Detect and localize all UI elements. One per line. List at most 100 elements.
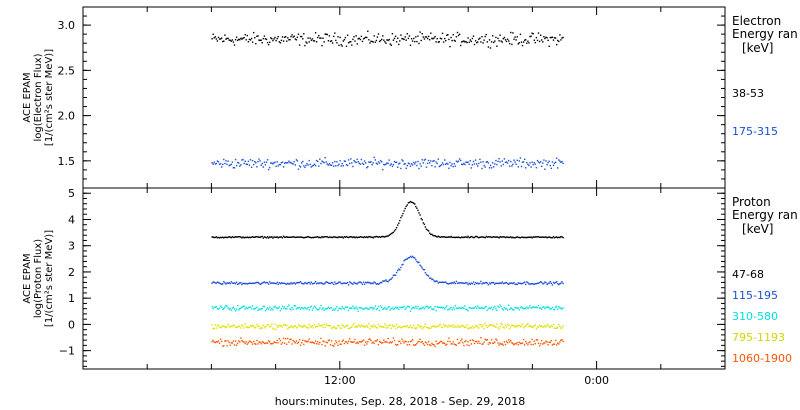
data-point [405,258,407,260]
data-point [506,282,509,285]
data-point [329,282,332,285]
data-point [317,160,319,163]
data-point [518,236,520,239]
data-point [558,236,560,238]
data-point [534,236,536,238]
data-point [470,282,472,284]
data-point [406,324,408,327]
data-point [421,328,423,330]
data-point [495,36,497,39]
data-point [535,167,538,169]
data-point [501,343,503,345]
data-point [228,282,230,284]
data-point [374,236,376,238]
data-point [238,38,240,40]
data-point [390,327,392,329]
data-point [247,342,250,344]
data-point [484,338,486,340]
data-point [353,341,355,343]
data-point [358,341,360,343]
data-point [325,323,327,326]
data-point [487,325,490,327]
data-point [466,161,468,164]
data-point [314,236,317,238]
data-point [445,40,447,42]
data-point [340,165,342,167]
data-point [262,237,264,239]
data-point [339,327,341,329]
data-point [319,37,321,39]
data-point [446,236,448,238]
data-point [308,281,310,284]
data-point [470,167,472,169]
data-point [379,39,382,42]
data-point [517,344,519,346]
data-point [381,235,383,238]
data-point [442,306,445,309]
data-point [253,308,255,310]
data-point [421,267,423,269]
data-point [420,341,422,343]
data-point [538,281,541,284]
data-point [327,236,330,239]
data-point [556,344,558,346]
data-point [278,41,280,43]
data-point [488,323,491,326]
data-point [439,306,442,309]
data-point [227,340,229,342]
data-point [561,339,563,341]
data-point [280,162,283,164]
data-point [549,236,551,239]
data-point [433,308,435,310]
data-point [560,327,562,329]
data-point [407,202,410,204]
data-point [233,236,236,238]
data-point [243,341,245,343]
data-point [426,305,429,308]
data-point [358,236,360,238]
data-point [298,165,301,167]
data-point [520,236,523,238]
data-point [303,325,305,327]
data-point [393,308,396,310]
data-point [232,340,235,342]
data-point [223,237,225,239]
data-point [401,306,403,308]
data-point [514,306,516,309]
data-point [372,282,374,285]
data-point [383,326,385,328]
data-point [244,342,246,345]
data-point [245,163,247,165]
data-point [548,341,550,343]
data-point [510,326,512,328]
data-point [369,42,371,44]
y-tick-label: 4 [68,213,75,226]
data-point [477,236,479,238]
data-point [498,158,500,160]
data-point [447,34,449,36]
data-point [418,325,420,327]
data-point [469,339,471,342]
data-point [373,281,375,283]
data-point [429,344,431,346]
data-point [350,41,352,43]
data-point [216,308,219,310]
legend-unit: [keV] [742,41,773,55]
data-point [363,160,366,162]
data-point [263,35,266,37]
data-point [367,326,369,328]
data-point [493,166,495,168]
data-point [344,36,347,39]
data-point [366,343,368,345]
data-point [418,167,420,170]
data-point [444,281,446,283]
data-point [529,341,531,343]
data-point [322,326,324,329]
data-point [503,236,506,238]
data-point [373,236,375,238]
data-point [262,341,264,343]
data-point [360,158,363,161]
data-point [349,327,351,329]
data-point [359,307,362,309]
